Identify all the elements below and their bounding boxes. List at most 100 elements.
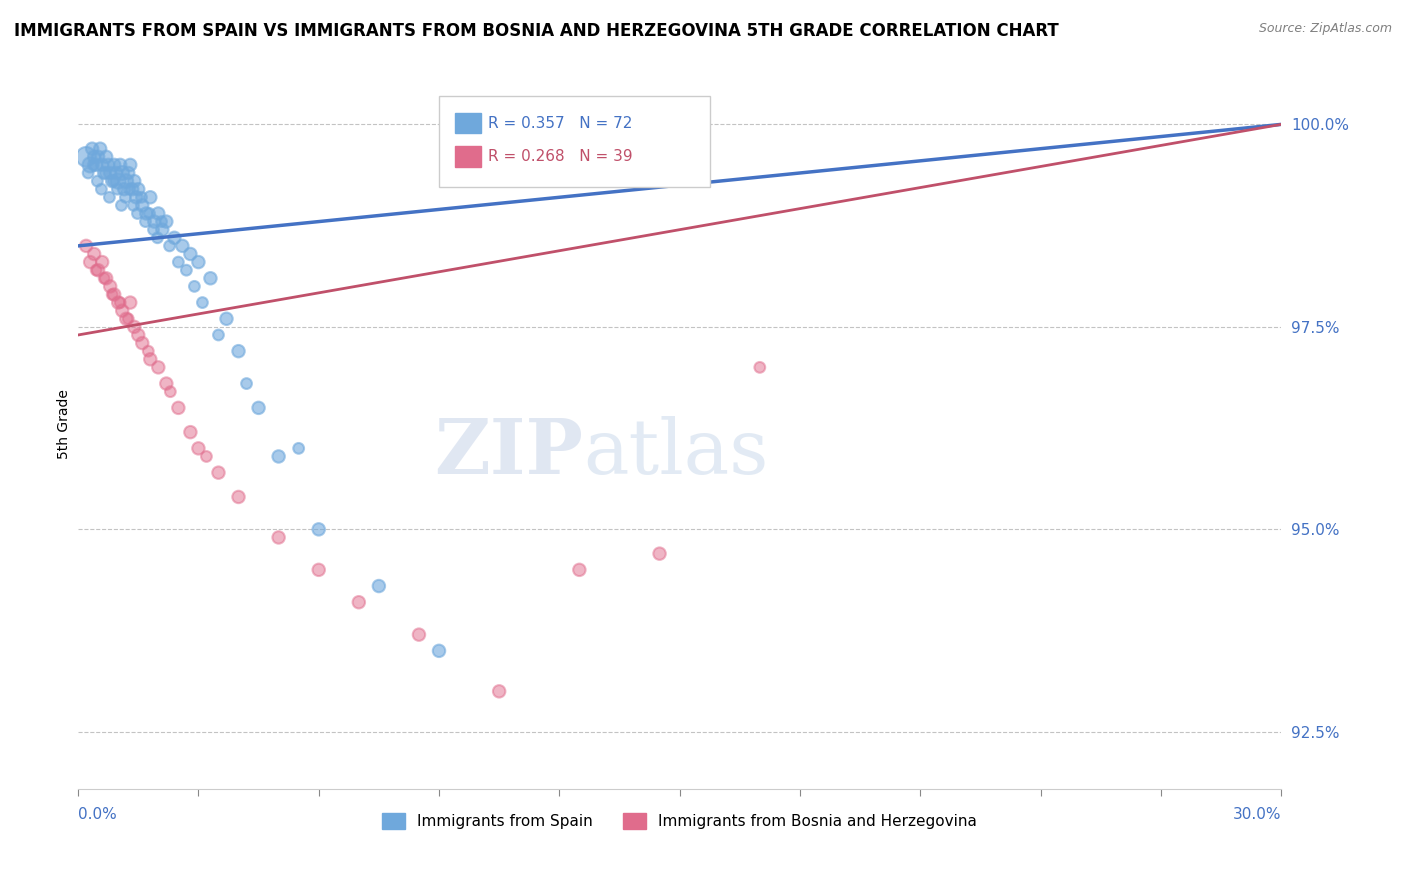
Point: [82, 142, 104, 156]
Point: [150, 214, 173, 228]
Point: [159, 384, 181, 399]
Point: [150, 222, 173, 236]
Point: [163, 231, 186, 245]
Y-axis label: 5th Grade: 5th Grade: [58, 389, 72, 459]
Point: [93, 166, 115, 180]
Point: [568, 563, 591, 577]
Point: [267, 450, 290, 464]
Point: [110, 198, 132, 212]
Point: [103, 158, 125, 172]
Point: [207, 328, 229, 343]
Point: [172, 239, 194, 253]
Point: [179, 247, 201, 261]
Point: [142, 222, 165, 236]
Point: [91, 255, 114, 269]
Point: [98, 166, 121, 180]
Point: [131, 190, 153, 204]
Point: [101, 174, 124, 188]
Point: [91, 158, 114, 172]
Point: [191, 295, 214, 310]
Point: [105, 166, 128, 180]
Point: [97, 158, 120, 172]
Point: [148, 360, 170, 375]
Point: [195, 450, 218, 464]
Point: [77, 166, 100, 180]
Point: [228, 490, 250, 504]
Point: [101, 287, 124, 301]
Legend: Immigrants from Spain, Immigrants from Bosnia and Herzegovina: Immigrants from Spain, Immigrants from B…: [375, 807, 983, 836]
Text: 0.0%: 0.0%: [79, 806, 117, 822]
Point: [87, 150, 110, 164]
Point: [176, 263, 198, 277]
Point: [138, 206, 160, 220]
Point: [90, 182, 112, 196]
Point: [112, 182, 135, 196]
Point: [131, 198, 153, 212]
Point: [167, 255, 190, 269]
Point: [118, 182, 141, 196]
Point: [136, 344, 159, 359]
Point: [308, 522, 330, 536]
Point: [131, 336, 153, 351]
Point: [146, 231, 169, 245]
FancyBboxPatch shape: [439, 96, 710, 187]
Point: [84, 158, 107, 172]
Point: [139, 190, 162, 204]
Point: [247, 401, 270, 415]
Point: [115, 311, 138, 326]
Point: [111, 166, 134, 180]
Point: [117, 166, 139, 180]
Point: [235, 376, 257, 391]
Point: [215, 311, 238, 326]
Point: [228, 344, 250, 359]
Point: [82, 158, 104, 172]
Text: 30.0%: 30.0%: [1233, 806, 1281, 822]
Point: [127, 328, 149, 343]
Point: [93, 271, 115, 285]
Point: [107, 182, 129, 196]
Text: ZIP: ZIP: [434, 417, 583, 491]
Point: [135, 206, 157, 220]
Point: [79, 158, 101, 172]
Point: [179, 425, 201, 439]
Text: IMMIGRANTS FROM SPAIN VS IMMIGRANTS FROM BOSNIA AND HERZEGOVINA 5TH GRADE CORREL: IMMIGRANTS FROM SPAIN VS IMMIGRANTS FROM…: [14, 22, 1059, 40]
Point: [98, 190, 121, 204]
Text: R = 0.357   N = 72: R = 0.357 N = 72: [488, 116, 633, 130]
Point: [748, 360, 770, 375]
Point: [200, 271, 222, 285]
Point: [103, 174, 125, 188]
Text: R = 0.268   N = 39: R = 0.268 N = 39: [488, 149, 633, 164]
Text: atlas: atlas: [583, 417, 769, 491]
Point: [187, 442, 209, 456]
Point: [427, 644, 450, 658]
Point: [127, 182, 149, 196]
Point: [155, 214, 177, 228]
Point: [110, 158, 132, 172]
Point: [107, 174, 129, 188]
Point: [107, 295, 129, 310]
Point: [75, 239, 97, 253]
Point: [287, 442, 309, 456]
Point: [139, 352, 162, 367]
Point: [84, 263, 107, 277]
Point: [122, 174, 145, 188]
Point: [86, 174, 108, 188]
Point: [122, 198, 145, 212]
Point: [408, 627, 430, 641]
Point: [207, 466, 229, 480]
Point: [75, 150, 97, 164]
Point: [127, 206, 149, 220]
Point: [122, 319, 145, 334]
Point: [96, 271, 118, 285]
Point: [187, 255, 209, 269]
Point: [110, 295, 132, 310]
Point: [79, 255, 101, 269]
Point: [111, 303, 134, 318]
Point: [267, 531, 290, 545]
Point: [120, 295, 142, 310]
Point: [94, 166, 117, 180]
Point: [155, 376, 177, 391]
Point: [121, 182, 143, 196]
Point: [87, 263, 110, 277]
Point: [148, 206, 170, 220]
